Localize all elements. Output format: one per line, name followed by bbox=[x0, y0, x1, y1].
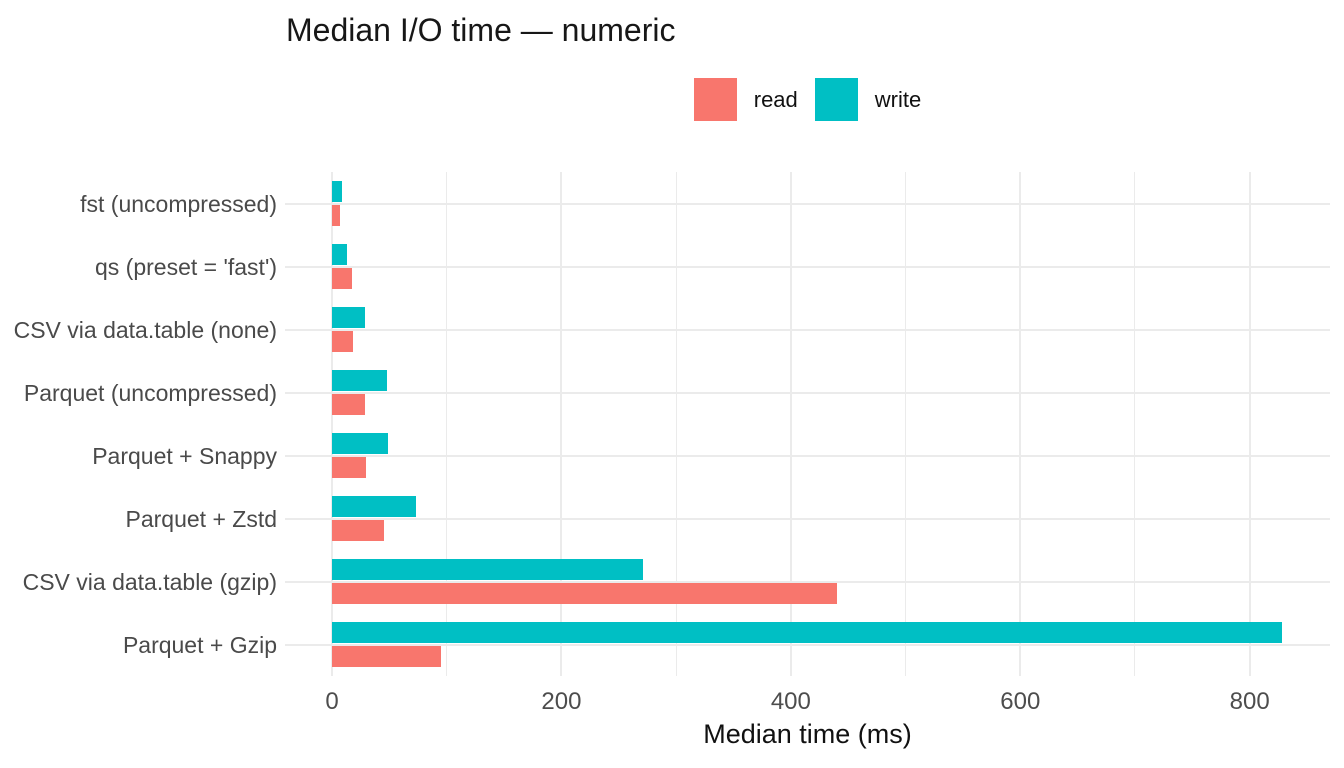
bar-write-2 bbox=[332, 307, 366, 328]
gridline-minor-x-700 bbox=[1134, 172, 1136, 676]
bar-read-1 bbox=[332, 268, 352, 289]
category-label-6: CSV via data.table (gzip) bbox=[22, 568, 277, 595]
gridline-minor-x-300 bbox=[675, 172, 677, 676]
legend-key-write bbox=[814, 78, 858, 121]
gridline-minor-x-100 bbox=[446, 172, 448, 676]
bar-read-2 bbox=[332, 331, 353, 352]
legend-label-write: write bbox=[874, 87, 922, 112]
bar-read-4 bbox=[332, 457, 367, 478]
gridline-category-1 bbox=[285, 265, 1330, 268]
category-label-4: Parquet + Snappy bbox=[92, 442, 277, 469]
bar-read-5 bbox=[332, 520, 384, 541]
bar-write-0 bbox=[332, 181, 343, 202]
x-axis-labels: 0 200 400 600 800 bbox=[285, 689, 1330, 717]
x-tick-label-800: 800 bbox=[1229, 688, 1270, 715]
bar-write-3 bbox=[332, 370, 388, 391]
bar-read-3 bbox=[332, 394, 366, 415]
category-label-3: Parquet (uncompressed) bbox=[23, 379, 277, 406]
gridline-category-7 bbox=[285, 643, 1330, 646]
gridline-major-x-600 bbox=[1019, 172, 1022, 676]
category-label-7: Parquet + Gzip bbox=[122, 631, 277, 658]
gridline-minor-x-500 bbox=[905, 172, 907, 676]
legend-key-read bbox=[693, 78, 737, 121]
gridline-major-x-0 bbox=[331, 172, 334, 676]
category-label-1: qs (preset = 'fast') bbox=[95, 253, 277, 280]
x-tick-label-0: 0 bbox=[325, 688, 339, 715]
gridline-category-5 bbox=[285, 517, 1330, 520]
bar-read-0 bbox=[332, 205, 341, 226]
bar-write-6 bbox=[332, 559, 643, 580]
x-tick-label-200: 200 bbox=[541, 688, 582, 715]
gridline-category-6 bbox=[285, 580, 1330, 583]
category-label-0: fst (uncompressed) bbox=[80, 190, 277, 217]
gridline-category-2 bbox=[285, 328, 1330, 331]
bar-read-6 bbox=[332, 583, 837, 604]
gridline-category-4 bbox=[285, 454, 1330, 457]
y-axis-labels: fst (uncompressed) qs (preset = 'fast') CS… bbox=[0, 172, 277, 676]
bar-write-5 bbox=[332, 496, 416, 517]
gridline-major-x-800 bbox=[1248, 172, 1251, 676]
x-tick-label-600: 600 bbox=[1000, 688, 1041, 715]
bar-write-1 bbox=[332, 244, 347, 265]
gridline-category-3 bbox=[285, 391, 1330, 394]
x-tick-label-400: 400 bbox=[770, 688, 811, 715]
bar-read-7 bbox=[332, 646, 441, 667]
legend-label-read: read bbox=[753, 87, 798, 112]
gridline-major-x-400 bbox=[789, 172, 792, 676]
plot-panel bbox=[285, 172, 1330, 676]
x-axis-title: Median time (ms) bbox=[703, 719, 912, 749]
chart-title: Median I/O time — numeric bbox=[286, 12, 676, 48]
bar-write-4 bbox=[332, 433, 389, 454]
category-label-2: CSV via data.table (none) bbox=[13, 316, 277, 343]
bar-write-7 bbox=[332, 622, 1282, 643]
gridline-major-x-200 bbox=[560, 172, 563, 676]
category-label-5: Parquet + Zstd bbox=[125, 505, 278, 532]
gridline-category-0 bbox=[285, 202, 1330, 205]
legend: read write bbox=[285, 78, 1330, 121]
